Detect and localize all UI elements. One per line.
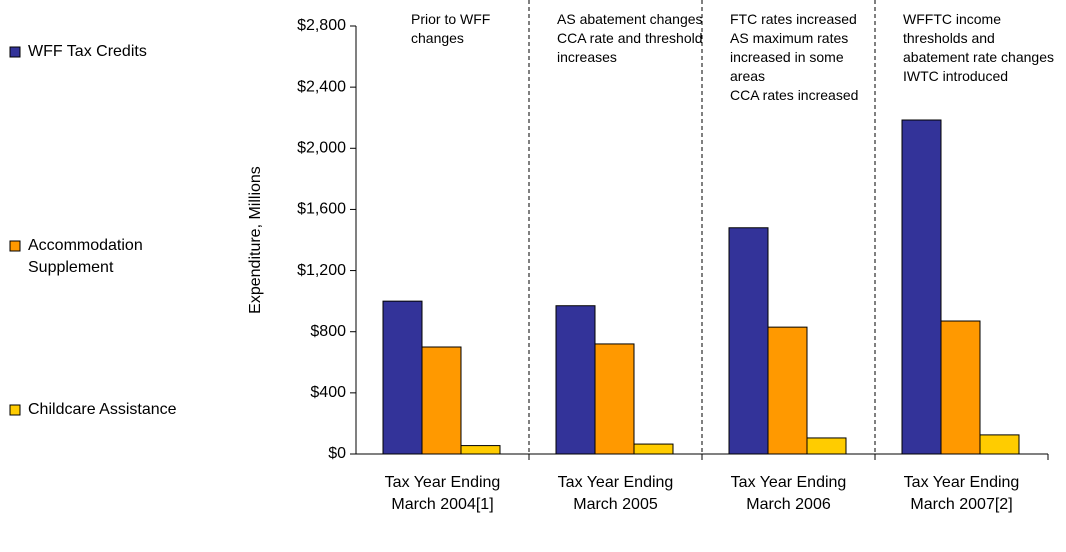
annotation: Prior to WFF changes: [411, 10, 501, 48]
annotation-line: AS maximum rates increased in some areas: [730, 30, 849, 84]
bar: [806, 437, 847, 455]
bar: [979, 434, 1020, 455]
x-tick-label: Tax Year Ending March 2006: [730, 474, 847, 513]
y-tick-label: $400: [310, 384, 346, 401]
bar: [728, 227, 769, 455]
annotation: AS abatement changes CCA rate and thresho…: [557, 10, 707, 67]
bar: [555, 305, 596, 455]
annotation-line: AS abatement changes: [557, 11, 703, 27]
annotation-line: IWTC introduced: [903, 68, 1009, 84]
y-tick-label: $1,200: [297, 262, 346, 279]
y-axis-label: Expenditure, Millions: [247, 166, 264, 314]
legend-label: Accommodation Supplement: [28, 237, 143, 276]
y-tick-label: $2,000: [297, 140, 346, 157]
bar: [460, 445, 501, 455]
legend-label: WFF Tax Credits: [28, 43, 147, 60]
y-tick-label: $1,600: [297, 201, 346, 218]
bar: [594, 343, 635, 455]
y-tick-label: $2,800: [297, 17, 346, 34]
y-tick-label: $800: [310, 323, 346, 340]
bar: [421, 346, 462, 455]
legend-swatch: [9, 404, 21, 416]
bar: [382, 300, 423, 455]
annotation: FTC rates increased AS maximum rates incr…: [730, 10, 880, 105]
y-tick-label: $2,400: [297, 78, 346, 95]
legend-swatch: [9, 240, 21, 252]
bar: [940, 320, 981, 455]
annotation-line: WFFTC income thresholds and abatement ra…: [903, 11, 1054, 65]
annotation-line: Prior to WFF changes: [411, 11, 491, 46]
x-tick-label: Tax Year Ending March 2004[1]: [384, 474, 501, 513]
x-tick-label: Tax Year Ending March 2007[2]: [903, 474, 1020, 513]
annotation-line: CCA rate and threshold increases: [557, 30, 703, 65]
bar: [767, 326, 808, 455]
y-tick-label: $0: [328, 445, 346, 462]
legend-swatch: [9, 46, 21, 58]
annotation-line: FTC rates increased: [730, 11, 857, 27]
bar: [633, 443, 674, 455]
annotation: WFFTC income thresholds and abatement ra…: [903, 10, 1063, 86]
legend-label: Childcare Assistance: [28, 401, 177, 418]
bar: [901, 119, 942, 455]
annotation-line: CCA rates increased: [730, 87, 859, 103]
x-tick-label: Tax Year Ending March 2005: [557, 474, 674, 513]
